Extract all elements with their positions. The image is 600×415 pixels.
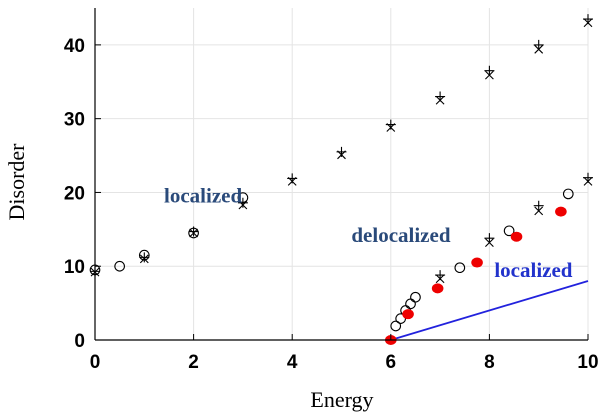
- plot-axes: [94, 8, 589, 341]
- cross-point: [583, 176, 593, 186]
- cross-point: [583, 18, 593, 28]
- x-tick-label: 4: [287, 352, 298, 373]
- cross-point: [337, 150, 346, 160]
- open-circle-point: [405, 298, 416, 310]
- cross-point: [139, 254, 149, 264]
- open-circle-point: [410, 291, 421, 303]
- plus-point: [533, 39, 544, 50]
- grid-lines: [94, 8, 589, 341]
- red-filled-point: [471, 257, 483, 268]
- cross-point: [435, 274, 445, 284]
- cross-point: [485, 70, 494, 80]
- open-circle-point: [454, 262, 466, 274]
- x-axis-title: Energy: [310, 387, 373, 412]
- y-tick-label: 40: [64, 36, 85, 57]
- open-circle-point: [562, 188, 574, 200]
- cross-point: [238, 200, 248, 210]
- plus-point: [484, 65, 495, 76]
- region-annotations: localized delocalized localized: [164, 183, 573, 282]
- red-filled-point: [555, 206, 567, 217]
- plus-point: [533, 200, 544, 211]
- cross-point: [435, 95, 445, 105]
- cross-point: [386, 123, 396, 132]
- plus-point: [188, 226, 199, 237]
- x-tick-label: 8: [484, 352, 495, 373]
- x-tick-label: 6: [386, 352, 397, 373]
- region-label: delocalized: [351, 223, 450, 247]
- region-label: localized: [494, 258, 572, 282]
- y-tick-label: 0: [74, 331, 85, 352]
- plus-point: [139, 252, 150, 263]
- plus-point: [484, 233, 495, 244]
- tick-labels: 0 2 4 6 8 10 0 10 20 30 40: [64, 36, 599, 373]
- region-label: localized: [164, 183, 242, 207]
- y-axis-title: Disorder: [4, 143, 29, 221]
- open-circle-point: [503, 225, 515, 237]
- mobility-edge-line: [390, 280, 589, 341]
- trend-lines: [390, 280, 589, 341]
- cross-point: [534, 44, 544, 54]
- cross-point: [485, 238, 494, 248]
- data-points: [89, 14, 593, 345]
- cross-point: [287, 176, 297, 186]
- red-filled-point: [431, 283, 444, 294]
- red-filled-point: [402, 309, 414, 320]
- plus-point: [237, 197, 248, 208]
- x-tick-label: 10: [577, 352, 598, 373]
- x-tick-label: 2: [188, 352, 199, 373]
- open-circle-point: [114, 260, 125, 272]
- red-filled-point: [510, 231, 523, 242]
- open-circle-point: [390, 320, 402, 332]
- cross-point: [189, 228, 198, 238]
- y-tick-label: 10: [64, 257, 85, 278]
- y-tick-label: 20: [64, 183, 85, 204]
- cross-point: [534, 206, 544, 216]
- y-tick-label: 30: [64, 110, 85, 131]
- x-tick-label: 0: [90, 352, 101, 373]
